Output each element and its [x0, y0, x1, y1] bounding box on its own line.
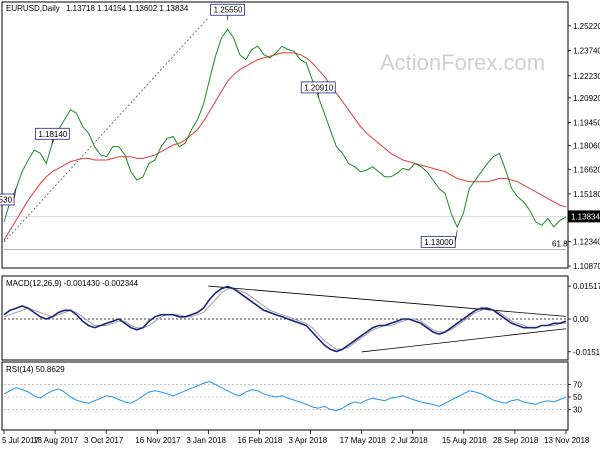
- price-annotation: 1.18140: [34, 127, 70, 145]
- x-tick-label: 3 Oct 2017: [84, 436, 124, 445]
- annotation-label: 1.13000: [424, 238, 453, 247]
- x-tick-label: 16 Feb 2018: [237, 436, 282, 445]
- annotation-label: 1.15530: [0, 195, 13, 204]
- x-tick-label: 2 Jul 2018: [391, 436, 428, 445]
- annotation-box: [420, 235, 456, 248]
- price-tick-label: 1.22230: [573, 72, 600, 81]
- x-tick-label: 15 Aug 2018: [442, 436, 487, 445]
- x-tick-label: 3 Jan 2018: [186, 436, 226, 445]
- price-tick-label: 1.12340: [573, 237, 600, 246]
- price-annotation: 1.15530: [0, 187, 17, 206]
- annotation-label: 1.25550: [214, 6, 243, 15]
- watermark: ActionForex.com: [380, 50, 545, 75]
- price-tick-label: 1.25220: [573, 22, 600, 31]
- price-annotation: 1.20910: [300, 81, 336, 98]
- price-chart-title: EURUSD,Daily: [6, 4, 60, 13]
- price-tick-label: 1.15180: [573, 190, 600, 199]
- current-price-tag: 1.13834: [568, 210, 600, 223]
- price-tick-label: 1.23740: [573, 47, 600, 56]
- moving-average-line: [3, 52, 567, 241]
- macd-line: [3, 285, 567, 353]
- ohlc-header: 1.13718 1.14154 1.13602 1.13834: [66, 4, 189, 13]
- macd-tick-label: 0.00: [573, 315, 589, 324]
- x-tick-label: 3 Apr 2018: [289, 436, 328, 445]
- rsi-panel: 70 50 30 RSI(14) 50.8629: [1, 361, 582, 431]
- x-tick-label: 17 May 2018: [340, 436, 387, 445]
- price-panel: ActionForex.com EURUSD,Daily 1.13718 1.1…: [0, 1, 600, 271]
- annotation-box: [210, 3, 245, 16]
- rsi-tick-label: 50: [573, 393, 582, 402]
- x-tick-label: 18 Aug 2017: [33, 436, 78, 445]
- x-tick-label: 28 Sep 2018: [493, 436, 539, 445]
- macd-panel: 0.015178 0.00 -0.015126 MACD(12,26,9) -0.0…: [1, 275, 600, 361]
- price-annotation: 1.25550: [210, 3, 245, 21]
- annotation-box: [34, 127, 70, 140]
- annotation-label: 1.18140: [38, 130, 67, 139]
- price-tick-label: 1.16620: [573, 166, 600, 175]
- price-tick-label: 1.19450: [573, 118, 600, 127]
- macd-trendline-upper: [208, 285, 567, 317]
- annotation-box: [300, 81, 336, 94]
- rsi-tick-label: 70: [573, 381, 582, 390]
- x-tick-label: 16 Nov 2017: [135, 436, 181, 445]
- current-price-value: 1.13834: [571, 212, 600, 221]
- dotted-trendline: [3, 17, 209, 243]
- x-tick-label: 13 Nov 2018: [544, 436, 590, 445]
- price-tick-label: 1.10870: [573, 262, 600, 271]
- price-series-line: [3, 28, 567, 229]
- annotation-box: [0, 193, 15, 206]
- rsi-line: [3, 380, 567, 412]
- x-tick-label: 5 Jul 2017: [2, 436, 39, 445]
- price-annotation: 1.13000: [420, 230, 458, 248]
- macd-trendline-lower: [361, 328, 567, 353]
- price-tick-label: 1.18060: [573, 142, 600, 151]
- macd-tick-label: 0.015178: [573, 282, 600, 291]
- annotation-label: 1.20910: [304, 83, 333, 92]
- price-tick-label: 1.20920: [573, 94, 600, 103]
- macd-title: MACD(12,26,9) -0.001430 -0.002344: [6, 279, 139, 288]
- rsi-tick-label: 30: [573, 405, 582, 414]
- fib-level-label: 61.8: [552, 240, 568, 249]
- macd-signal-line: [3, 288, 566, 350]
- macd-tick-label: -0.015126: [573, 348, 600, 357]
- rsi-title: RSI(14) 50.8629: [6, 365, 65, 374]
